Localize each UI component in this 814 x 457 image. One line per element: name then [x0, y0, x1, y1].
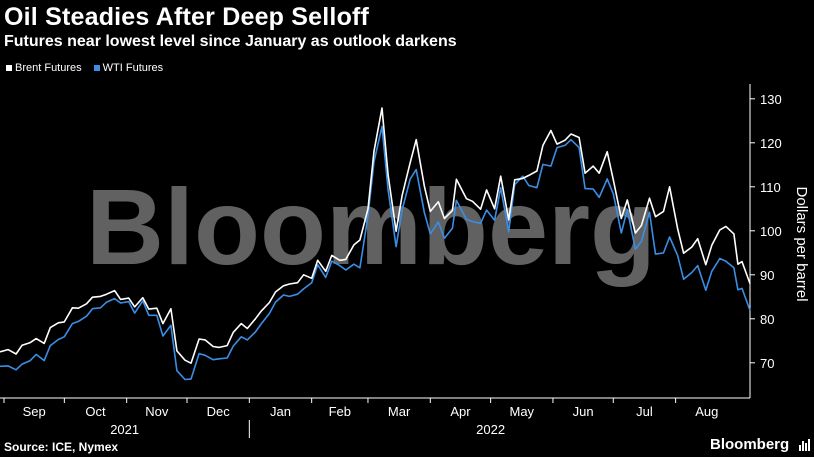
y-tick-label: 120	[760, 136, 782, 151]
y-tick-label: 110	[760, 180, 781, 195]
y-tick-label: 80	[760, 312, 774, 327]
x-tick-label: Jun	[573, 404, 594, 419]
chart-title: Oil Steadies After Deep Selloff	[4, 3, 370, 31]
y-tick-label: 90	[760, 268, 774, 283]
y-tick-label: 100	[760, 224, 782, 239]
y-tick-label: 70	[760, 356, 774, 371]
x-tick-label: Apr	[450, 404, 471, 419]
x-tick-label: Feb	[329, 404, 351, 419]
brand-logo: Bloomberg	[710, 436, 790, 453]
legend-label-wti: WTI Futures	[102, 62, 164, 74]
source-note: Source: ICE, Nymex	[4, 440, 119, 454]
series-line-wti	[0, 125, 751, 381]
x-tick-label: Aug	[695, 404, 718, 419]
legend-swatch-brent	[6, 65, 12, 71]
x-tick-label: Oct	[85, 404, 106, 419]
bar-chart-icon	[799, 439, 810, 451]
series-line-brent	[0, 107, 751, 364]
legend-item-brent: Brent Futures	[6, 62, 82, 74]
legend-swatch-wti	[93, 65, 100, 71]
legend-item-wti: WTI Futures	[93, 62, 164, 74]
x-tick-label: Dec	[207, 404, 231, 419]
legend-label-brent: Brent Futures	[15, 62, 82, 74]
x-tick-label: Sep	[23, 404, 46, 419]
x-tick-label: May	[510, 404, 535, 419]
x-tick-label: Jul	[636, 404, 653, 419]
legend: Brent Futures WTI Futures	[6, 62, 163, 74]
year-label: 2022	[476, 422, 505, 437]
x-tick-label: Mar	[388, 404, 411, 419]
chart-subtitle: Futures near lowest level since January …	[4, 33, 457, 50]
year-label: 2021	[110, 422, 139, 437]
y-axis-title: Dollars per barrel	[793, 186, 810, 301]
x-tick-label: Nov	[145, 404, 169, 419]
y-tick-label: 130	[760, 92, 782, 107]
x-tick-label: Jan	[270, 404, 291, 419]
